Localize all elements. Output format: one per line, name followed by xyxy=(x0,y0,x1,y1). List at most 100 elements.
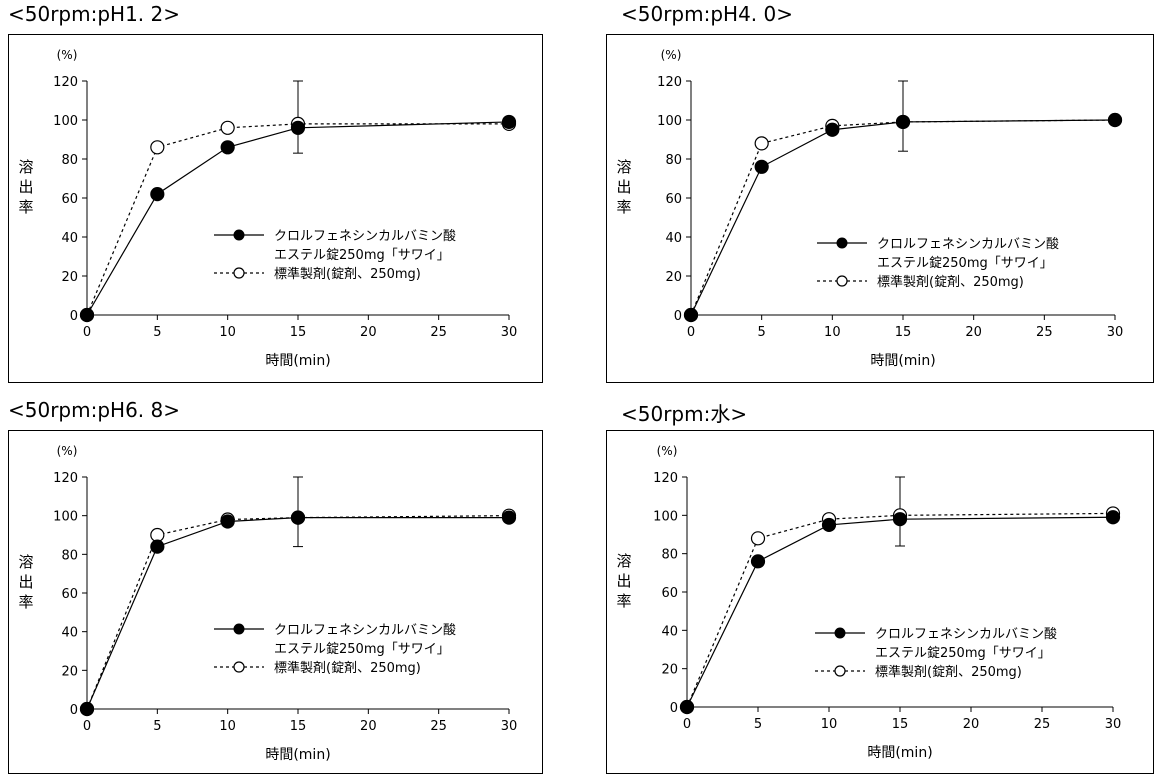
legend-test-label-line2: エステル錠250mg「サワイ」 xyxy=(875,646,1051,661)
y-axis-label-char: 出 xyxy=(18,178,33,196)
series-test-point xyxy=(825,122,840,137)
legend-test-marker xyxy=(834,627,846,639)
chart-ph12: 0 20 40 60 80 100 120 0 5 10 15 20 25 30 (%) 溶出率時間(min)… xyxy=(18,48,518,369)
series-reference-point xyxy=(150,140,165,155)
series-test-point xyxy=(290,510,306,525)
legend-reference-label: 標準製剤(錠剤、250mg) xyxy=(274,266,421,282)
legend-test-label-line1: クロルフェネシンカルバミン酸 xyxy=(877,237,1059,252)
series-reference-point xyxy=(754,136,769,151)
x-tick-label: 5 xyxy=(754,717,762,732)
y-tick-label: 120 xyxy=(53,471,78,486)
y-axis-label-char: 出 xyxy=(616,572,631,590)
y-axis-label-char: 率 xyxy=(616,198,631,216)
series-test-point xyxy=(1107,112,1123,128)
series-test-point xyxy=(290,120,306,135)
legend-test-marker xyxy=(233,623,245,635)
chart-frame-ph40: 0 20 40 60 80 100 120 0 5 10 15 20 25 30 (%) 溶出率時間(min)… xyxy=(606,34,1154,383)
y-tick-label: 120 xyxy=(657,75,682,90)
x-tick-label: 20 xyxy=(360,719,377,734)
chart-water: 0 20 40 60 80 100 120 0 5 10 15 20 25 30 (%) 溶出率時間(min)… xyxy=(616,444,1122,761)
x-tick-label: 15 xyxy=(290,719,307,734)
x-tick-label: 20 xyxy=(963,717,980,732)
x-tick-label: 10 xyxy=(219,719,236,734)
y-axis-label-char: 溶 xyxy=(616,552,631,570)
y-unit-label: (%) xyxy=(57,444,78,458)
series-test-point xyxy=(150,539,165,554)
x-axis-label: 時間(min) xyxy=(265,747,330,763)
y-axis-label-char: 出 xyxy=(18,573,33,591)
y-axis-label-char: 溶 xyxy=(18,158,33,176)
x-axis-label: 時間(min) xyxy=(867,745,932,761)
series-reference-line xyxy=(686,512,1114,708)
series-test-point xyxy=(220,140,235,155)
legend-reference-marker xyxy=(233,661,245,673)
x-tick-label: 25 xyxy=(430,719,447,734)
y-tick-label: 120 xyxy=(653,471,678,486)
y-unit-label: (%) xyxy=(657,444,678,458)
chart-title-ph12: <50rpm:pH1. 2> xyxy=(8,2,181,26)
x-tick-label: 25 xyxy=(430,325,447,340)
series-test-point xyxy=(220,514,235,529)
series-reference-point xyxy=(220,120,235,135)
y-tick-label: 40 xyxy=(661,624,678,639)
y-tick-label: 80 xyxy=(61,548,78,563)
x-tick-label: 30 xyxy=(1105,717,1122,732)
x-tick-label: 0 xyxy=(83,719,91,734)
series-test-point xyxy=(79,307,95,323)
y-tick-label: 0 xyxy=(674,309,682,324)
series-test-point xyxy=(501,114,517,130)
x-tick-label: 5 xyxy=(153,719,161,734)
legend-test-marker xyxy=(836,237,848,249)
legend-reference-marker xyxy=(836,275,848,287)
legend-test-label-line2: エステル錠250mg「サワイ」 xyxy=(274,642,450,657)
chart-frame-water: 0 20 40 60 80 100 120 0 5 10 15 20 25 30 (%) 溶出率時間(min)… xyxy=(606,430,1154,774)
y-tick-label: 80 xyxy=(665,153,682,168)
y-tick-label: 0 xyxy=(70,309,78,324)
series-test-point xyxy=(892,512,908,527)
x-tick-label: 5 xyxy=(153,325,161,340)
x-tick-label: 0 xyxy=(687,325,695,340)
y-tick-label: 0 xyxy=(670,701,678,716)
legend-reference-marker xyxy=(834,665,846,677)
y-unit-label: (%) xyxy=(661,48,682,62)
y-tick-label: 0 xyxy=(70,703,78,718)
x-axis-label: 時間(min) xyxy=(265,353,330,369)
y-tick-label: 60 xyxy=(665,192,682,207)
y-tick-label: 40 xyxy=(61,231,78,246)
y-tick-label: 80 xyxy=(661,548,678,563)
y-unit-label: (%) xyxy=(57,48,78,62)
y-tick-label: 40 xyxy=(61,626,78,641)
x-tick-label: 20 xyxy=(360,325,377,340)
chart-frame-ph68: 0 20 40 60 80 100 120 0 5 10 15 20 25 30 (%) 溶出率時間(min)… xyxy=(8,430,543,774)
y-tick-label: 60 xyxy=(661,586,678,601)
x-tick-label: 15 xyxy=(895,325,912,340)
y-tick-label: 100 xyxy=(653,509,678,524)
x-tick-label: 20 xyxy=(965,325,982,340)
x-axis-label: 時間(min) xyxy=(870,353,935,369)
x-tick-label: 10 xyxy=(824,325,841,340)
chart-ph68: 0 20 40 60 80 100 120 0 5 10 15 20 25 30 (%) 溶出率時間(min)… xyxy=(18,444,517,763)
x-tick-label: 5 xyxy=(758,325,766,340)
legend-reference-label: 標準製剤(錠剤、250mg) xyxy=(274,660,421,676)
series-test-point xyxy=(79,701,95,717)
series-test-point xyxy=(150,187,165,202)
chart-title-water: <50rpm:水> xyxy=(621,402,748,426)
legend-test-label-line1: クロルフェネシンカルバミン酸 xyxy=(274,229,456,244)
y-tick-label: 100 xyxy=(53,510,78,525)
legend-test-label-line2: エステル錠250mg「サワイ」 xyxy=(274,248,450,263)
x-tick-label: 30 xyxy=(501,325,518,340)
x-tick-label: 0 xyxy=(83,325,91,340)
series-test-point xyxy=(1105,510,1121,525)
y-tick-label: 20 xyxy=(61,270,78,285)
y-tick-label: 80 xyxy=(61,153,78,168)
legend-reference-label: 標準製剤(錠剤、250mg) xyxy=(877,274,1024,290)
y-axis-label-char: 率 xyxy=(18,593,33,611)
y-axis-label-char: 率 xyxy=(18,198,33,216)
x-tick-label: 10 xyxy=(821,717,838,732)
x-tick-label: 25 xyxy=(1034,717,1051,732)
x-tick-label: 0 xyxy=(683,717,691,732)
chart-ph40: 0 20 40 60 80 100 120 0 5 10 15 20 25 30 (%) 溶出率時間(min)… xyxy=(616,48,1123,369)
y-tick-label: 20 xyxy=(61,664,78,679)
legend-reference-marker xyxy=(233,267,245,279)
x-tick-label: 15 xyxy=(892,717,909,732)
